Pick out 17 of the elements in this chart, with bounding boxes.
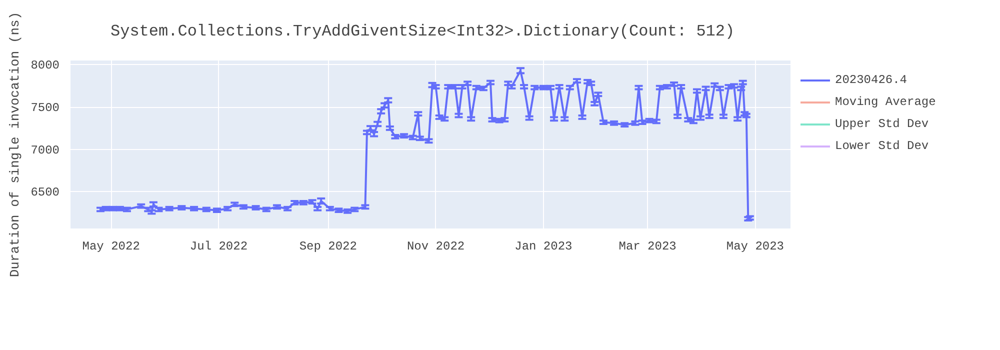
y-tick-label: 7000 [30,143,60,158]
legend-label: Upper Std Dev [835,117,929,131]
x-tick-label: May 2023 [726,240,784,254]
chart-title: System.Collections.TryAddGiventSize<Int32>.Dictionary(Count: 512) [110,22,735,40]
x-tick-label: May 2022 [82,240,140,254]
y-tick-label: 8000 [30,58,60,73]
y-tick-label: 7500 [30,101,60,116]
legend-label: Lower Std Dev [835,139,929,153]
x-tick-label: Jan 2023 [514,240,572,254]
x-tick-label: Sep 2022 [299,240,357,254]
y-axis-title: Duration of single invocation (ns) [8,12,23,278]
legend-label: 20230426.4 [835,73,908,87]
y-tick-label: 6500 [30,186,60,200]
x-tick-label: Jul 2022 [190,240,248,254]
legend-label: Moving Average [835,95,936,109]
x-tick-label: Mar 2023 [618,240,676,254]
x-tick-label: Nov 2022 [406,240,465,254]
